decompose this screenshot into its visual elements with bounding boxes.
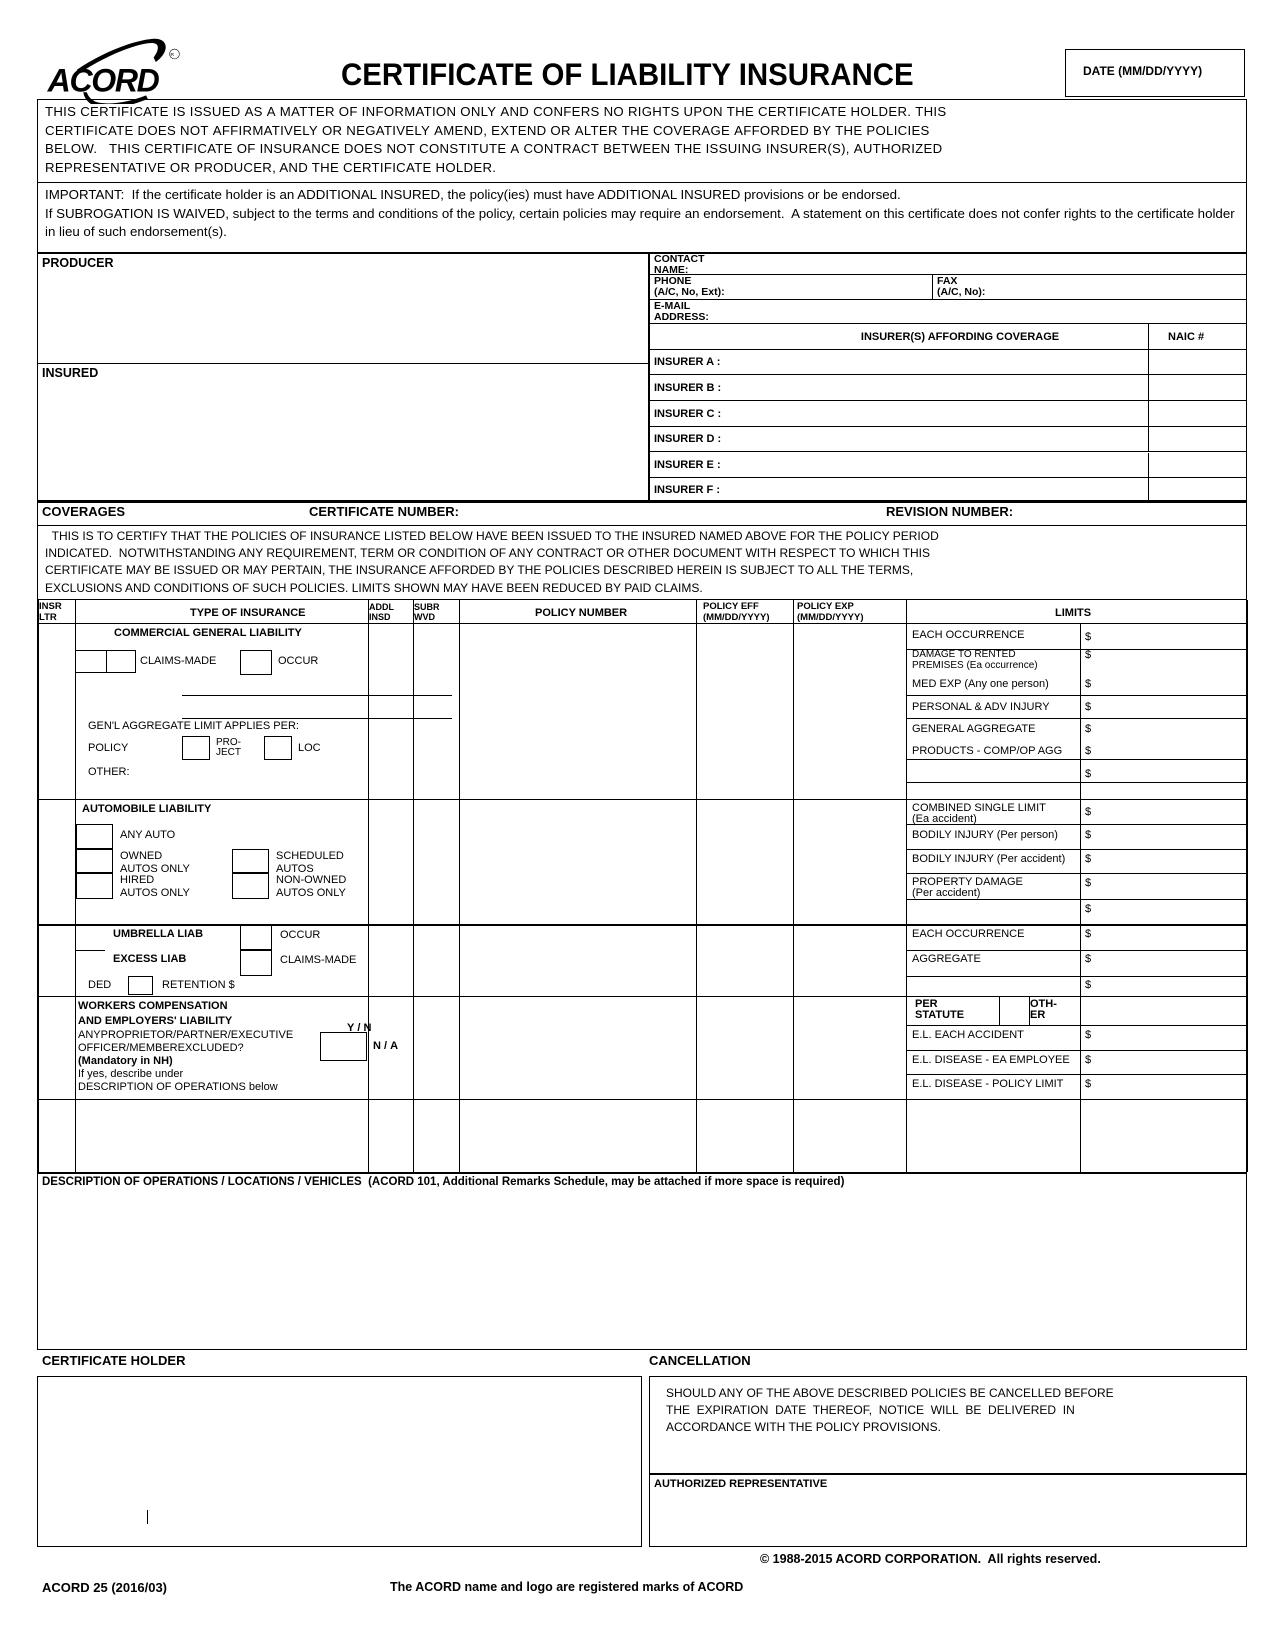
svg-text:ACORD: ACORD <box>47 62 160 98</box>
svg-text:R: R <box>171 52 175 58</box>
